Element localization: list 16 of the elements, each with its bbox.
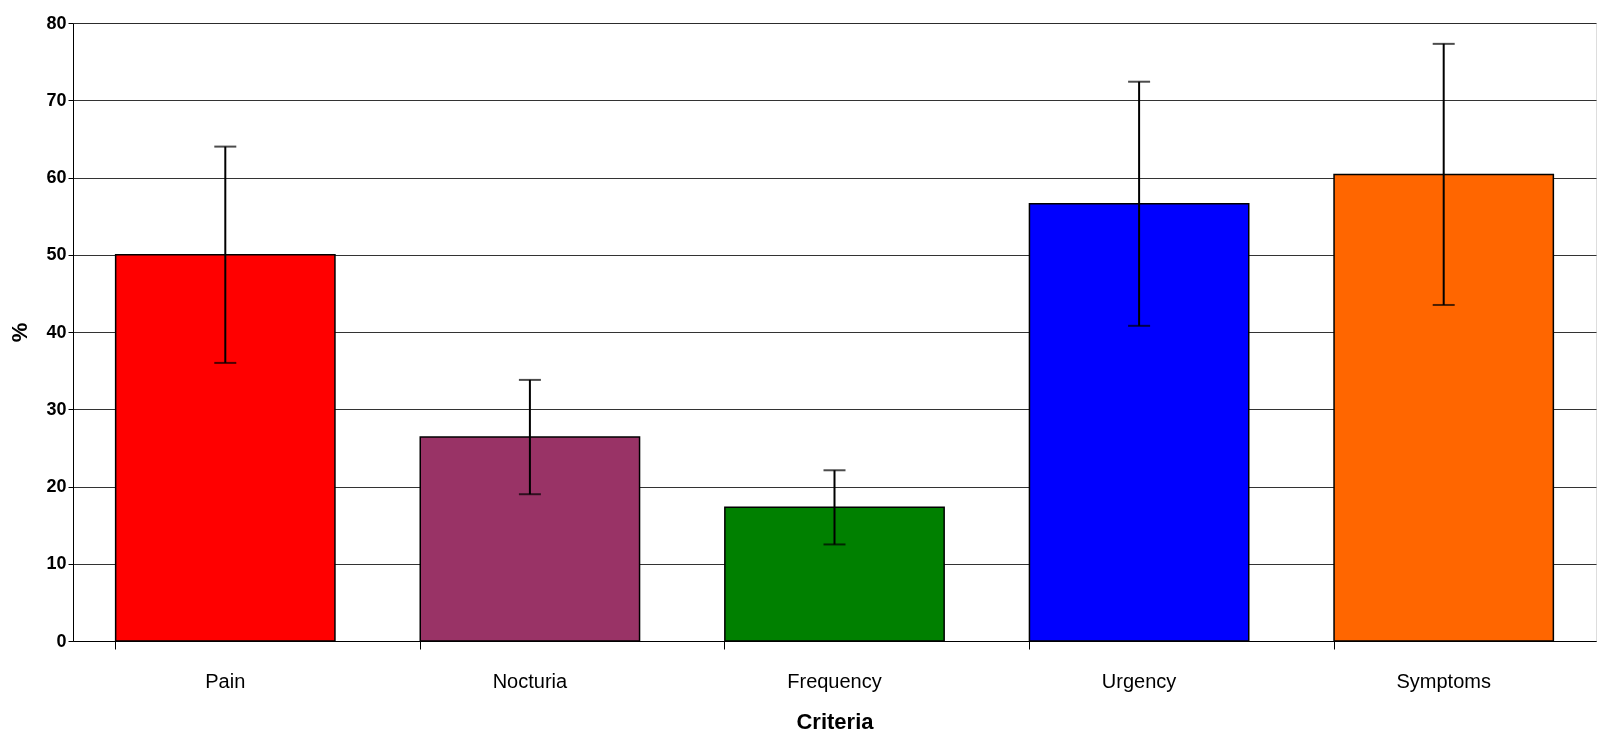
x-tick-label: Frequency (787, 669, 882, 692)
x-axis-title: Criteria (796, 708, 875, 734)
y-axis-title: % (7, 322, 33, 343)
y-tick-label: 80 (46, 12, 67, 33)
x-tick-label: Urgency (1101, 669, 1177, 692)
y-tick-label: 30 (46, 398, 67, 419)
y-tick-label: 60 (46, 167, 67, 187)
y-tick-label: 10 (46, 553, 67, 574)
y-tick-label: 50 (46, 244, 67, 265)
x-tick-label: Nocturia (492, 669, 569, 692)
y-tick-label: 20 (46, 476, 67, 496)
x-tick-label: Symptoms (1396, 669, 1491, 692)
y-tick-label: 40 (46, 321, 67, 342)
x-tick-label: Pain (205, 669, 246, 692)
y-tick-label: 70 (46, 89, 67, 110)
y-tick-label: 0 (56, 630, 67, 651)
